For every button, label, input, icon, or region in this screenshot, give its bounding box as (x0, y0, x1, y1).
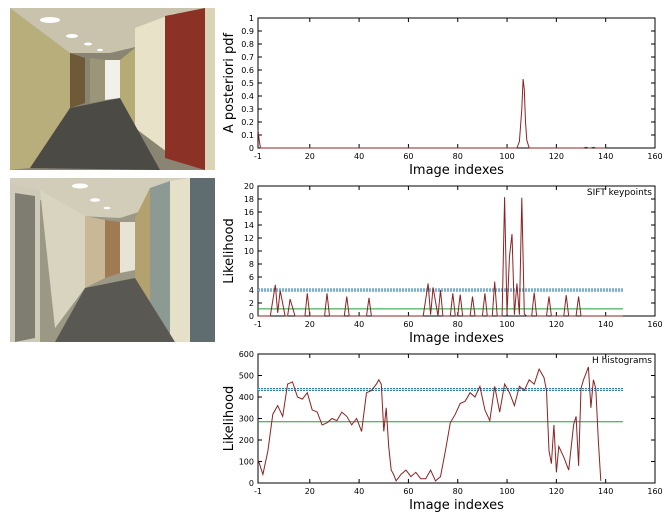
chart-a-posteriori: -1 20 40 60 80 100 120 140 160 0 0.1 0.2 0.3 0.4 0.5 0.… (222, 14, 663, 178)
y-tick-label: 400 (239, 393, 254, 402)
x-tick-label: 160 (647, 152, 662, 161)
y-tick-label: 12 (244, 234, 254, 243)
y-tick-label: 6 (249, 273, 254, 282)
y-tick-label: 14 (244, 221, 254, 230)
corridor-photo-1-image (10, 8, 215, 170)
x-tick-label: 40 (354, 487, 364, 496)
y-tick-label: 0.4 (241, 92, 254, 101)
y-tick-label: 0.1 (241, 131, 254, 140)
x-tick-label: 120 (549, 487, 564, 496)
x-tick-label: 60 (403, 487, 413, 496)
x-tick-label: 100 (499, 487, 514, 496)
data-series-line (258, 197, 623, 317)
chart-h-histograms: -1 20 40 60 80 100 120 140 160 0 100 200 300 400 500 60… (222, 350, 663, 512)
y-tick-label: 500 (239, 372, 254, 381)
y-tick-label: 18 (244, 195, 254, 204)
corridor-photo-2-image (10, 178, 215, 342)
x-tick-label: 80 (453, 320, 463, 329)
y-tick-label: 4 (249, 286, 254, 295)
x-axis-label: Image indexes (409, 163, 504, 178)
x-tick-label: 20 (305, 152, 315, 161)
x-axis-label: Image indexes (409, 498, 504, 512)
chart-sift-keypoints: -1 20 40 60 80 100 120 140 160 0 2 4 6 8 10 12 14 16 18 20 I… (222, 182, 663, 346)
x-tick-label: 100 (499, 320, 514, 329)
y-tick-label: 20 (244, 182, 254, 191)
y-tick-label: 0.3 (241, 105, 254, 114)
x-tick-label: 20 (305, 487, 315, 496)
x-tick-label: 20 (305, 320, 315, 329)
y-tick-label: 200 (239, 436, 254, 445)
y-tick-label: 600 (239, 350, 254, 359)
y-tick-label: 0.8 (241, 40, 254, 49)
y-tick-label: 0.6 (241, 66, 254, 75)
x-tick-label: 40 (354, 152, 364, 161)
x-tick-label: 140 (598, 320, 613, 329)
y-tick-label: 2 (249, 299, 254, 308)
y-tick-label: 0 (249, 144, 254, 153)
chart-title: H histograms (592, 356, 652, 366)
y-tick-label: 8 (249, 260, 254, 269)
y-tick-label: 0 (249, 312, 254, 321)
x-tick-label: 140 (598, 487, 613, 496)
x-tick-label: -1 (254, 320, 262, 329)
plot-frame (257, 353, 656, 484)
x-tick-label: 120 (549, 152, 564, 161)
x-tick-label: 140 (598, 152, 613, 161)
y-tick-label: 0.5 (241, 79, 254, 88)
data-series-line (257, 79, 606, 149)
y-axis-label: Likelihood (222, 386, 237, 452)
corridor-photo-2 (10, 178, 215, 342)
x-axis-label: Image indexes (409, 331, 504, 346)
x-tick-label: -1 (254, 152, 262, 161)
y-tick-label: 1 (249, 14, 254, 23)
y-tick-label: 0 (249, 479, 254, 488)
x-tick-label: 80 (453, 152, 463, 161)
y-tick-label: 0.2 (241, 118, 254, 127)
y-axis-label: Likelihood (222, 218, 237, 284)
x-tick-label: 60 (403, 152, 413, 161)
y-axis-label: A posteriori pdf (222, 32, 237, 133)
x-tick-label: 100 (499, 152, 514, 161)
chart-title: SIFT keypoints (587, 188, 652, 198)
y-tick-label: 16 (244, 208, 254, 217)
x-tick-label: 60 (403, 320, 413, 329)
x-tick-label: 160 (647, 320, 662, 329)
x-tick-label: 160 (647, 487, 662, 496)
corridor-photo-1 (10, 8, 215, 170)
y-tick-label: 10 (244, 247, 254, 256)
y-tick-label: 0.9 (241, 27, 254, 36)
plot-frame (257, 17, 656, 149)
y-tick-label: 100 (239, 458, 254, 467)
x-tick-label: 80 (453, 487, 463, 496)
plot-frame (257, 185, 656, 317)
x-tick-label: 120 (549, 320, 564, 329)
x-tick-label: 40 (354, 320, 364, 329)
y-tick-label: 300 (239, 415, 254, 424)
y-tick-label: 0.7 (241, 53, 254, 62)
data-series-line (257, 366, 602, 482)
x-tick-label: -1 (254, 487, 262, 496)
